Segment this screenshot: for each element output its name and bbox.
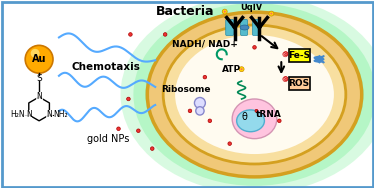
- Text: NH₂: NH₂: [54, 110, 68, 119]
- Circle shape: [188, 109, 192, 113]
- FancyBboxPatch shape: [289, 49, 310, 62]
- Circle shape: [127, 97, 130, 101]
- Circle shape: [25, 45, 53, 73]
- FancyBboxPatch shape: [289, 77, 310, 90]
- Text: UqIV: UqIV: [240, 3, 262, 12]
- Text: Bacteria: Bacteria: [156, 5, 214, 18]
- Circle shape: [129, 33, 132, 36]
- Circle shape: [203, 75, 207, 79]
- Ellipse shape: [175, 35, 334, 154]
- Circle shape: [239, 67, 244, 72]
- Circle shape: [224, 11, 226, 13]
- Circle shape: [278, 119, 281, 123]
- Circle shape: [269, 11, 274, 16]
- Text: N: N: [26, 110, 32, 119]
- Text: N: N: [46, 110, 52, 119]
- Circle shape: [208, 119, 212, 123]
- Ellipse shape: [147, 12, 362, 177]
- Ellipse shape: [134, 3, 375, 186]
- Circle shape: [255, 109, 258, 112]
- Circle shape: [195, 98, 206, 108]
- Circle shape: [136, 129, 140, 132]
- Text: Au: Au: [32, 54, 46, 64]
- Ellipse shape: [120, 0, 375, 189]
- Circle shape: [241, 68, 243, 70]
- Ellipse shape: [237, 110, 264, 132]
- Ellipse shape: [163, 25, 346, 164]
- Text: Ribosome: Ribosome: [161, 84, 211, 94]
- Text: ROS: ROS: [289, 79, 310, 88]
- Circle shape: [196, 107, 204, 115]
- FancyBboxPatch shape: [252, 19, 261, 35]
- Text: ⊗: ⊗: [282, 51, 288, 57]
- Circle shape: [31, 49, 40, 58]
- Text: ⊗: ⊗: [282, 76, 288, 82]
- Text: tRNA: tRNA: [255, 110, 281, 119]
- Text: N: N: [36, 92, 42, 101]
- Text: Fe-S: Fe-S: [288, 51, 310, 60]
- Circle shape: [150, 147, 154, 150]
- Circle shape: [253, 46, 256, 49]
- FancyBboxPatch shape: [241, 19, 248, 35]
- Ellipse shape: [145, 11, 364, 178]
- Circle shape: [270, 13, 272, 15]
- Circle shape: [228, 142, 231, 145]
- Circle shape: [222, 9, 227, 14]
- Text: θ: θ: [242, 112, 248, 122]
- Text: ATP: ATP: [222, 65, 241, 74]
- Text: Chemotaxis: Chemotaxis: [71, 62, 140, 72]
- FancyBboxPatch shape: [226, 19, 234, 35]
- Text: H₂N: H₂N: [10, 110, 25, 119]
- Circle shape: [117, 127, 120, 131]
- Circle shape: [283, 52, 288, 57]
- Text: NADH/ NAD+: NADH/ NAD+: [172, 40, 238, 49]
- Ellipse shape: [232, 99, 277, 139]
- Ellipse shape: [240, 25, 249, 30]
- Circle shape: [164, 33, 167, 36]
- Text: S: S: [36, 74, 42, 83]
- Text: gold NPs: gold NPs: [87, 134, 130, 144]
- Circle shape: [283, 77, 288, 82]
